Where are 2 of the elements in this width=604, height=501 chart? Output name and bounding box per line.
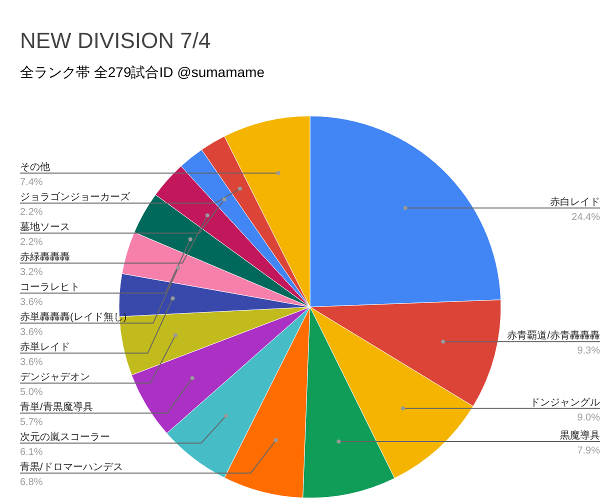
title: NEW DIVISION 7/4 — [20, 28, 211, 53]
subtitle: 全ランク帯 全279試合ID @sumamame — [20, 64, 264, 80]
